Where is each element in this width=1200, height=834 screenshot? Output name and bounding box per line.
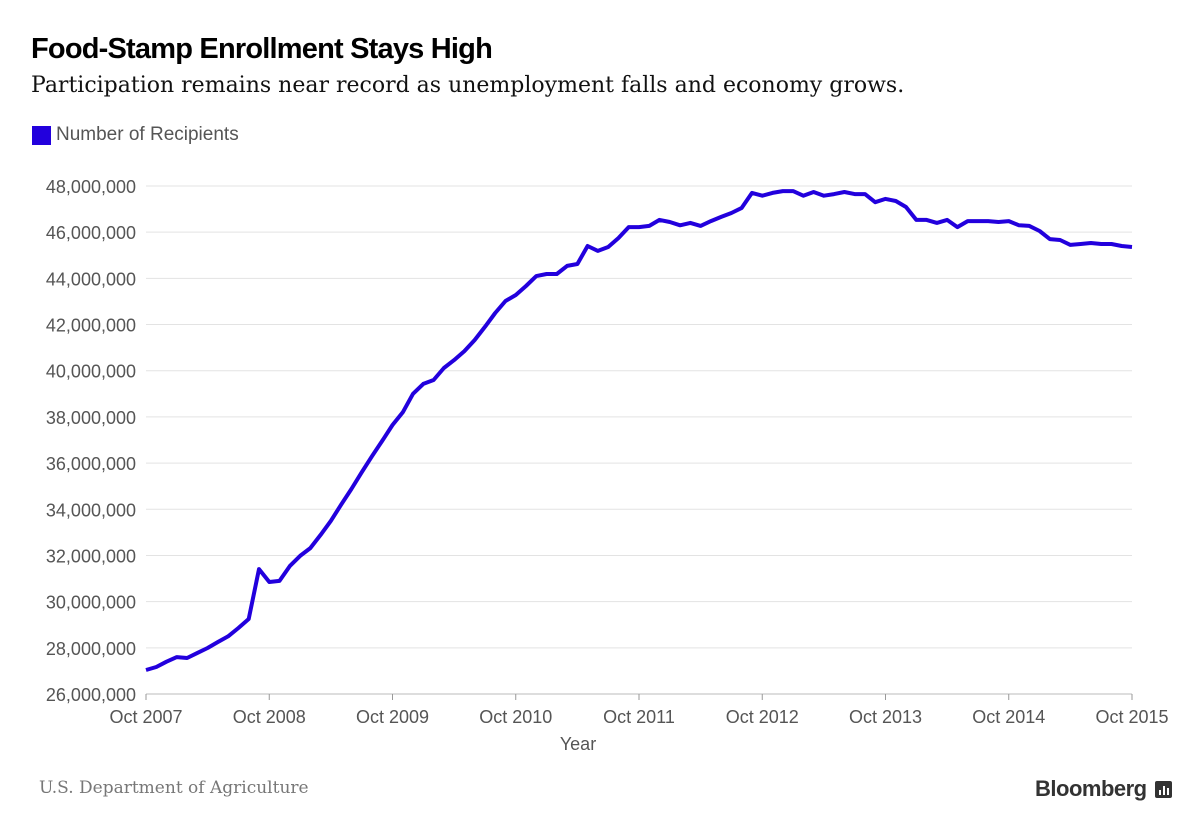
x-tick-label: Oct 2015	[1095, 707, 1168, 727]
x-tick-label: Oct 2007	[109, 707, 182, 727]
legend: Number of Recipients	[32, 124, 239, 146]
y-tick-label: 36,000,000	[46, 454, 136, 474]
x-tick-label: Oct 2013	[849, 707, 922, 727]
y-tick-label: 44,000,000	[46, 269, 136, 289]
legend-label: Number of Recipients	[56, 124, 239, 145]
chart-subtitle: Participation remains near record as une…	[31, 73, 905, 98]
x-tick-label: Oct 2014	[972, 707, 1045, 727]
y-tick-label: 46,000,000	[46, 223, 136, 243]
y-tick-label: 40,000,000	[46, 362, 136, 382]
y-tick-label: 30,000,000	[46, 593, 136, 613]
x-tick-label: Oct 2009	[356, 707, 429, 727]
series-line-number-of-recipients	[145, 189, 1133, 672]
y-tick-label: 32,000,000	[46, 546, 136, 566]
legend-swatch	[32, 125, 51, 145]
y-tick-label: 26,000,000	[46, 685, 136, 705]
brand-name: Bloomberg	[1035, 776, 1147, 801]
bloomberg-chart-icon	[1154, 780, 1172, 798]
x-tick-label: Oct 2010	[479, 707, 552, 727]
y-tick-label: 38,000,000	[46, 408, 136, 428]
x-tick-label: Oct 2012	[726, 707, 799, 727]
x-tick-label: Oct 2011	[603, 707, 675, 727]
x-tick-label: Oct 2008	[233, 707, 306, 727]
chart-title: Food-Stamp Enrollment Stays High	[31, 33, 493, 65]
y-tick-label: 34,000,000	[46, 500, 136, 520]
y-tick-label: 42,000,000	[46, 316, 136, 336]
y-tick-label: 28,000,000	[46, 639, 136, 659]
y-tick-label: 48,000,000	[46, 177, 136, 197]
source-note: U.S. Department of Agriculture	[39, 778, 309, 798]
x-axis-label: Year	[560, 734, 596, 754]
bloomberg-logo: Bloomberg	[1035, 776, 1172, 802]
